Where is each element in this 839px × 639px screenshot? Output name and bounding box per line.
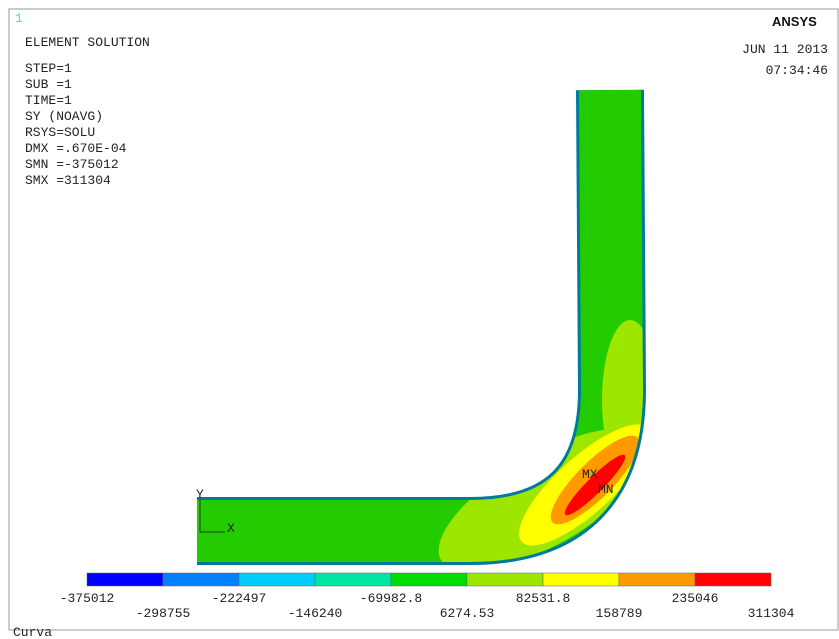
- legend-label: 311304: [748, 606, 795, 621]
- legend-swatch: [315, 573, 391, 586]
- legend-label: -146240: [288, 606, 343, 621]
- time: 07:34:46: [766, 63, 828, 78]
- legend-label: 6274.53: [440, 606, 495, 621]
- info-line: SMN =-375012: [25, 157, 119, 172]
- axis-label: Y: [196, 487, 204, 502]
- legend-label: -298755: [136, 606, 191, 621]
- info-line: TIME=1: [25, 93, 72, 108]
- min-marker: MN: [598, 482, 614, 497]
- date: JUN 11 2013: [742, 42, 828, 57]
- info-line: SY (NOAVG): [25, 109, 103, 124]
- legend-label: -222497: [212, 591, 267, 606]
- legend-swatch: [619, 573, 695, 586]
- pipe: [150, 60, 710, 600]
- info-line: SUB =1: [25, 77, 72, 92]
- info-line: STEP=1: [25, 61, 72, 76]
- footer: Curva: [13, 625, 52, 639]
- legend-swatch: [695, 573, 771, 586]
- info-line: ELEMENT SOLUTION: [25, 35, 150, 50]
- legend-swatch: [543, 573, 619, 586]
- logo: ANSYS: [772, 14, 817, 29]
- max-marker: MX: [582, 467, 598, 482]
- info-line: SMX =311304: [25, 173, 111, 188]
- legend-label: -69982.8: [360, 591, 422, 606]
- legend-swatch: [239, 573, 315, 586]
- legend-label: 82531.8: [516, 591, 571, 606]
- legend-swatch: [467, 573, 543, 586]
- legend-swatch: [163, 573, 239, 586]
- info-line: DMX =.670E-04: [25, 141, 127, 156]
- legend-label: -375012: [60, 591, 115, 606]
- legend-swatch: [87, 573, 163, 586]
- info-line: RSYS=SOLU: [25, 125, 95, 140]
- graphics-window: 1 ANSYS JUN 11 2013 07:34:46 Curva X Y M…: [0, 0, 839, 639]
- legend-swatch: [391, 573, 467, 586]
- window-number: 1: [15, 11, 23, 26]
- legend-label: 235046: [672, 591, 719, 606]
- legend-label: 158789: [596, 606, 643, 621]
- axis-label: X: [227, 521, 235, 536]
